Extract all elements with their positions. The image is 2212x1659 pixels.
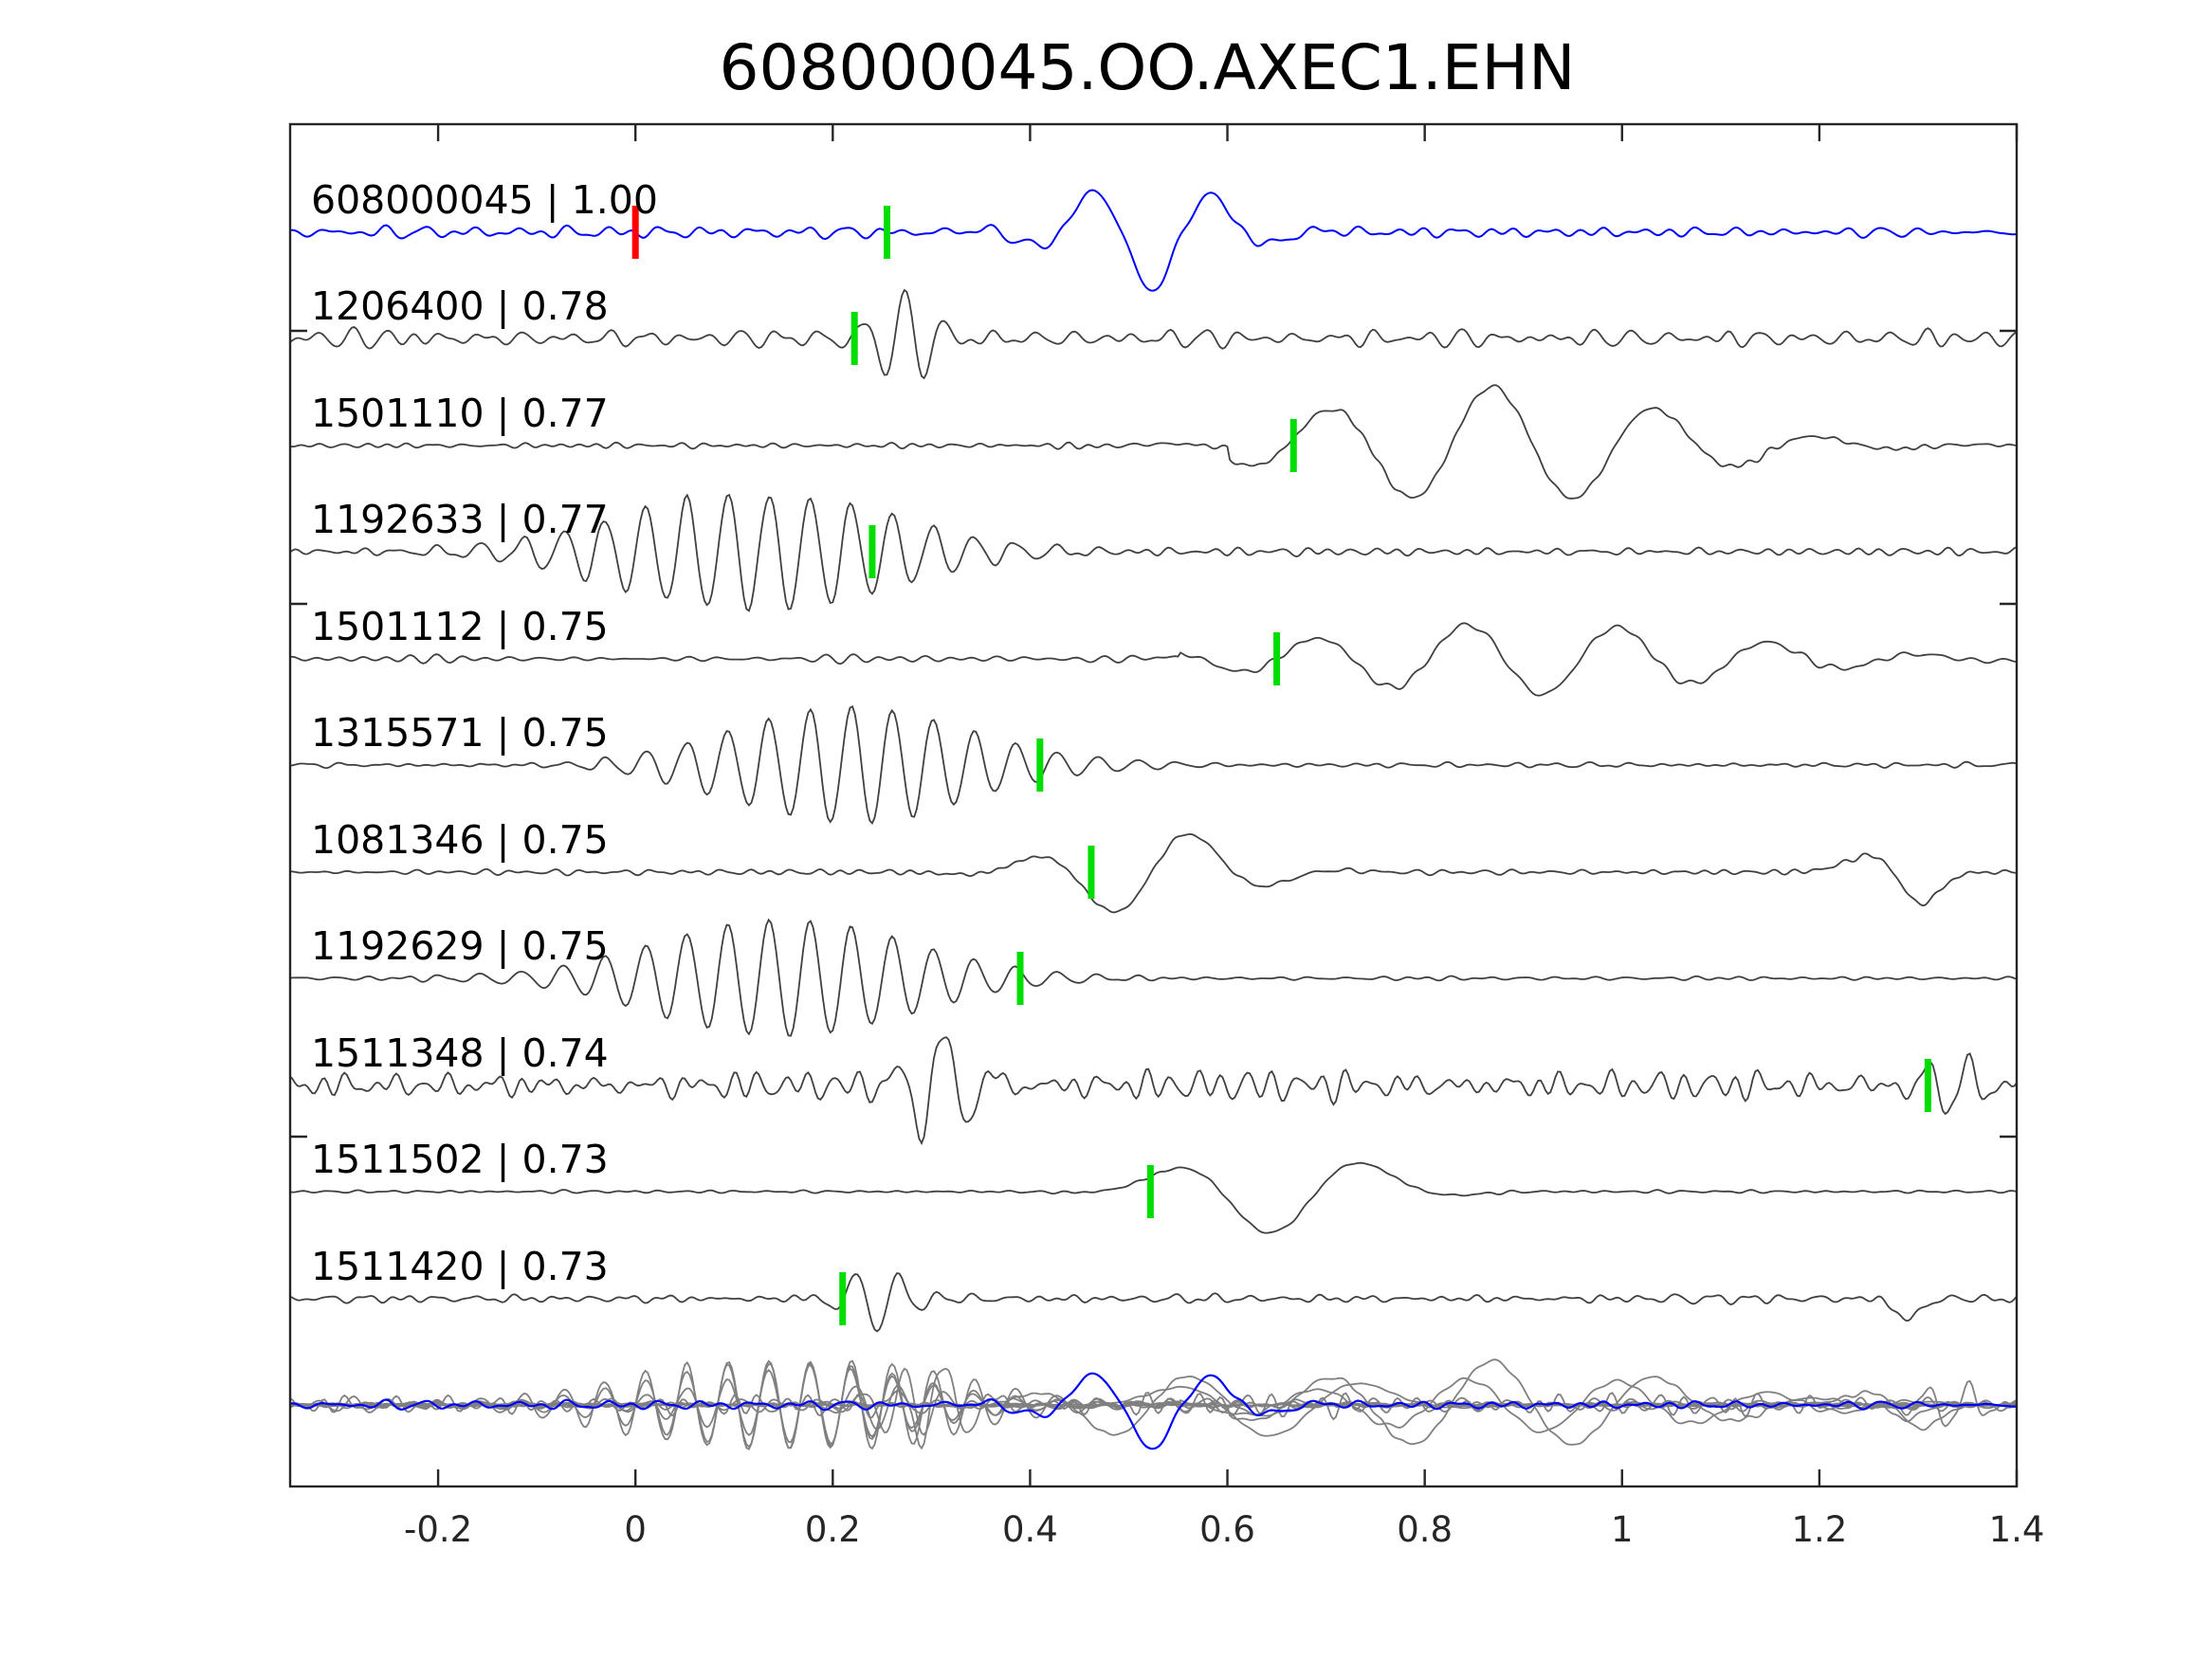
trace-1192629 xyxy=(289,918,2018,1037)
chart-title: 608000045.OO.AXEC1.EHN xyxy=(720,31,1576,104)
x-tick-label: -0.2 xyxy=(404,1509,472,1550)
trace-label: 1315571 | 0.75 xyxy=(311,710,609,756)
trace-label: 1192629 | 0.75 xyxy=(311,923,609,969)
trace-label: 1192633 | 0.77 xyxy=(311,497,609,542)
x-tick-label: 0.8 xyxy=(1397,1509,1453,1550)
x-tick-label: 1.2 xyxy=(1791,1509,1847,1550)
x-tick-label: 0 xyxy=(624,1509,647,1550)
trace-label: 608000045 | 1.00 xyxy=(311,177,658,223)
trace-label: 1206400 | 0.78 xyxy=(311,283,609,329)
trace-1501112 xyxy=(289,622,2018,697)
pick-markers xyxy=(631,206,1931,1325)
trace-1501110 xyxy=(289,384,2018,500)
trace-1511348 xyxy=(289,1036,2018,1146)
trace-label: 1511348 | 0.74 xyxy=(311,1030,609,1076)
trace-labels: 608000045 | 1.00 1206400 | 0.78 1501110 | … xyxy=(311,177,658,1289)
x-tick-label: 1 xyxy=(1611,1509,1634,1550)
x-tick-label: 0.2 xyxy=(805,1509,861,1550)
trace-stack xyxy=(289,189,2018,1333)
x-tick-label: 0.6 xyxy=(1199,1509,1255,1550)
trace-1315571 xyxy=(289,705,2018,826)
trace-label: 1511420 | 0.73 xyxy=(311,1244,609,1289)
axes-frame xyxy=(288,122,2019,1488)
x-tick-label: 1.4 xyxy=(1989,1509,2045,1550)
trace-1192633 xyxy=(289,493,2018,612)
trace-label: 1501110 | 0.77 xyxy=(311,391,609,436)
trace-label: 1511502 | 0.73 xyxy=(311,1137,609,1182)
template-trace xyxy=(289,189,2018,292)
stacked-overlay xyxy=(289,1358,2018,1450)
trace-label: 1081346 | 0.75 xyxy=(311,817,609,863)
trace-1206400 xyxy=(289,288,2018,380)
x-axis-ticks: -0.2 0 0.2 0.4 0.6 0.8 1 1.2 1.4 xyxy=(290,124,2044,1550)
trace-label: 1501112 | 0.75 xyxy=(311,604,609,649)
x-tick-label: 0.4 xyxy=(1002,1509,1058,1550)
trace-1081346 xyxy=(289,832,2017,914)
trace-1511420 xyxy=(289,1272,2018,1333)
stack-template-trace xyxy=(289,1372,2018,1450)
